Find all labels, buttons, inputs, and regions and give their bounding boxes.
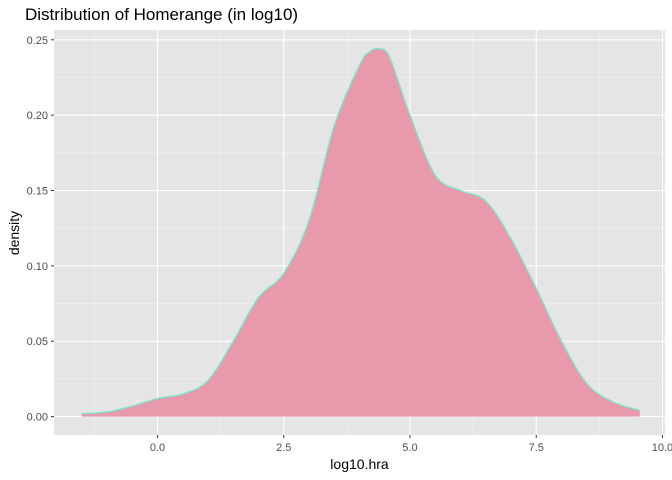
- x-tick-label: 10.0: [652, 442, 672, 454]
- x-tick-label: 2.5: [276, 442, 291, 454]
- y-tick-label: 0.15: [27, 186, 48, 198]
- chart-title: Distribution of Homerange (in log10): [25, 5, 298, 24]
- density-outline: [81, 47, 640, 415]
- y-axis-ticks: 0.00 0.05 0.10 0.15 0.20 0.25: [27, 35, 54, 424]
- y-tick-label: 0.10: [27, 261, 48, 273]
- x-tick-label: 5.0: [402, 442, 417, 454]
- density-area: [81, 48, 640, 417]
- y-tick-label: 0.25: [27, 35, 48, 47]
- y-tick-label: 0.20: [27, 110, 48, 122]
- x-axis-ticks: 0.0 2.5 5.0 7.5 10.0: [150, 435, 672, 454]
- x-tick-label: 7.5: [529, 442, 544, 454]
- y-tick-label: 0.05: [27, 336, 48, 348]
- y-tick-label: 0.00: [27, 412, 48, 424]
- y-axis-title: density: [6, 211, 22, 255]
- x-axis-title: log10.hra: [330, 456, 389, 472]
- x-tick-label: 0.0: [150, 442, 165, 454]
